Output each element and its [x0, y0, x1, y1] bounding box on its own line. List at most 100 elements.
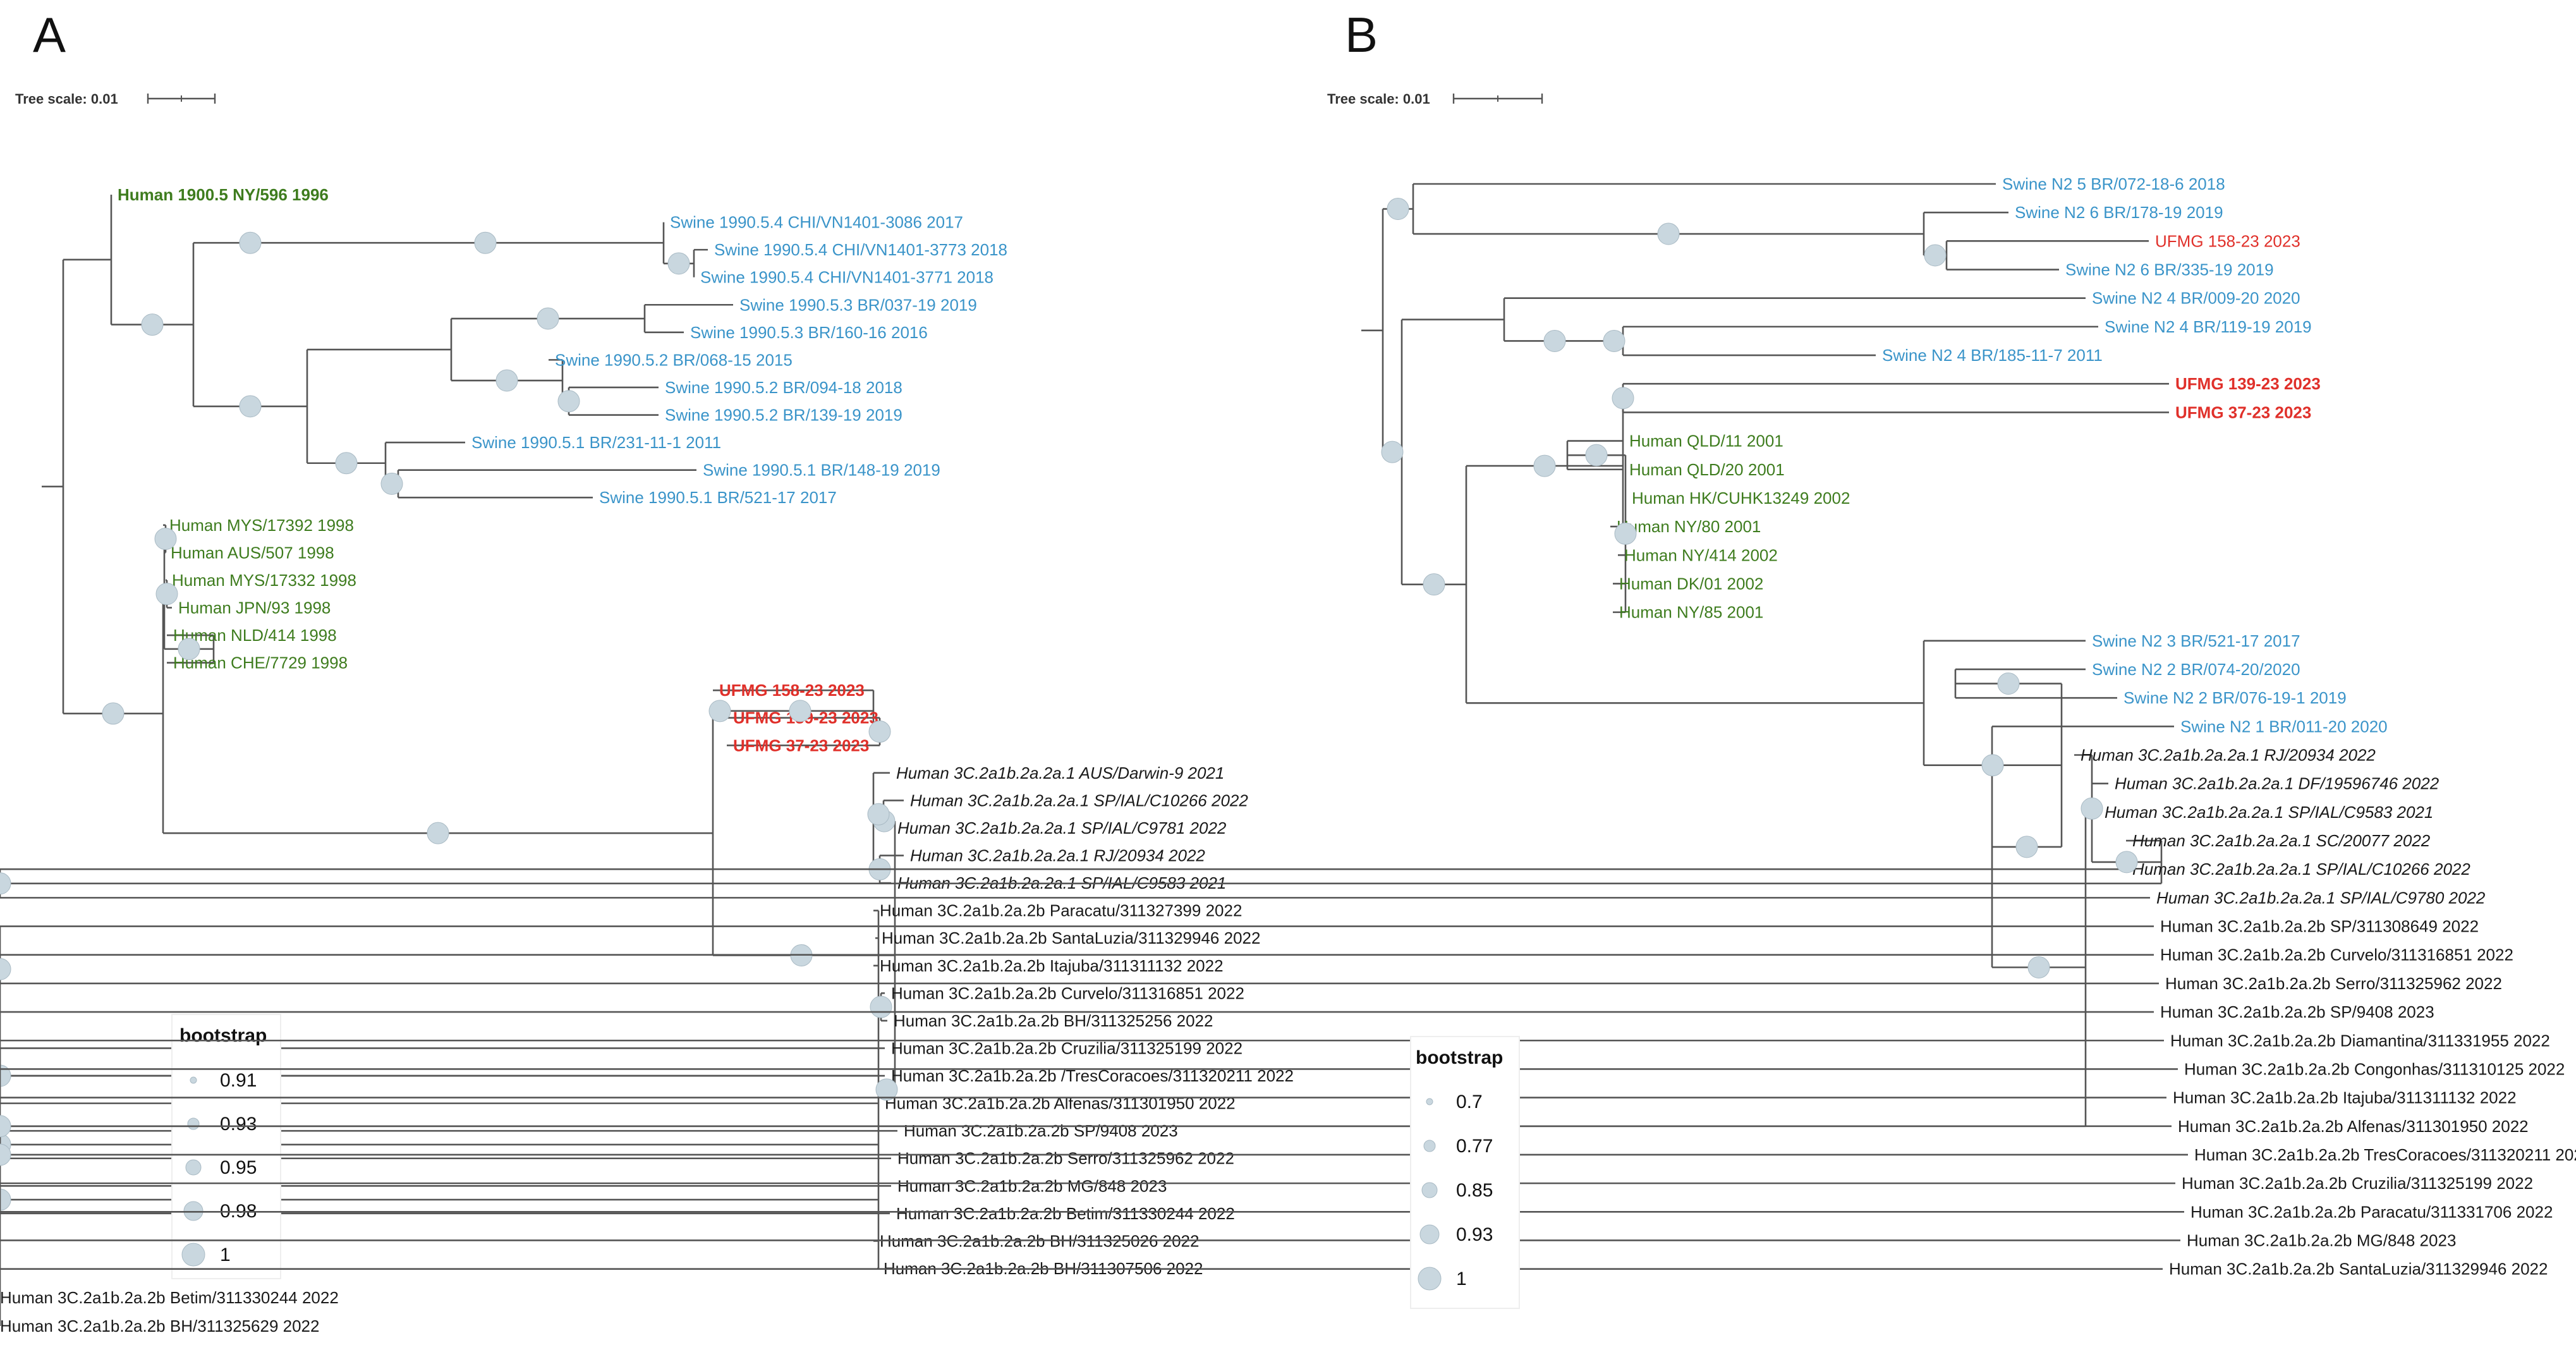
bootstrap-dot — [239, 395, 262, 418]
panel-a-legend-title: bootstrap — [179, 1025, 267, 1046]
bootstrap-dot — [0, 1064, 11, 1087]
panel-b-legend-value: 0.7 — [1456, 1092, 1483, 1112]
bootstrap-dot — [178, 638, 200, 660]
tip-label: Human 3C.2a1b.2a.2b Paracatu/311331706 2… — [2190, 1202, 2553, 1221]
tip-label: Human 3C.2a1b.2a.2b SP/311308649 2022 — [2160, 917, 2479, 936]
tip-label: Human DK/01 2002 — [1619, 574, 1763, 593]
bootstrap-dot — [1924, 244, 1947, 267]
tip-label: Human 3C.2a1b.2a.2b SP/9408 2023 — [2160, 1002, 2434, 1021]
tip-label: UFMG 37-23 2023 — [2175, 403, 2311, 422]
tip-label: Human 3C.2a1b.2a.2b BH/311325629 2022 — [0, 1317, 319, 1336]
tip-label: Swine N2 1 BR/011-20 2020 — [2180, 717, 2388, 736]
tip-label: Swine N2 4 BR/119-19 2019 — [2105, 317, 2312, 336]
panel-b-tree: Swine N2 5 BR/072-18-6 2018 Swine N2 6 BR… — [0, 174, 2576, 1336]
panel-b-legend-value: 0.77 — [1456, 1136, 1493, 1157]
panel-b-legend-value: 1 — [1456, 1269, 1467, 1289]
bootstrap-dot — [708, 700, 731, 722]
bootstrap-dot — [0, 872, 11, 895]
bootstrap-dot — [667, 252, 690, 275]
bootstrap-dot — [1585, 444, 1608, 466]
tip-label: Swine N2 4 BR/185-11-7 2011 — [1882, 346, 2103, 365]
panel-b-legend: bootstrap 0.7 0.77 0.85 0.93 1 — [1410, 1036, 1520, 1309]
bootstrap-dot — [335, 452, 358, 475]
tip-label: Human 3C.2a1b.2a.2a.1 DF/19596746 2022 — [2115, 774, 2439, 793]
panel-b-legend-value: 0.93 — [1456, 1224, 1493, 1245]
tip-label: Swine 1990.5.1 BR/231-11-1 2011 — [471, 433, 721, 452]
bootstrap-dot — [2015, 836, 2038, 858]
bootstrap-dot — [557, 390, 580, 413]
tip-label: Human 3C.2a1b.2a.2b Curvelo/311316851 20… — [2160, 946, 2513, 965]
panel-b-tree-scale: Tree scale: 0.01 — [1327, 91, 1430, 107]
bootstrap-dot — [1997, 672, 2020, 695]
panel-a-tree: Human 1900.5 NY/596 1996 Swine 1990.5.4 C… — [0, 185, 1294, 1278]
tip-label: Swine 1990.5.3 BR/160-16 2016 — [690, 323, 928, 342]
tip-label: Human 3C.2a1b.2a.2b Itajuba/311311132 20… — [880, 956, 1224, 975]
bootstrap-dot — [1387, 198, 1409, 221]
tip-label: Human QLD/20 2001 — [1629, 460, 1785, 479]
tip-label: Human JPN/93 1998 — [178, 598, 331, 617]
tip-label: Human 3C.2a1b.2a.2a.1 RJ/20934 2022 — [2081, 746, 2376, 765]
bootstrap-dot — [867, 803, 890, 825]
tip-label: Swine N2 4 BR/009-20 2020 — [2092, 289, 2300, 308]
tip-label: Human 3C.2a1b.2a.2a.1 SP/IAL/C9781 2022 — [897, 819, 1227, 837]
panel-a-scale-bar — [147, 94, 216, 104]
tip-label: Human 3C.2a1b.2a.2b Diamantina/311331955… — [2170, 1031, 2550, 1050]
bootstrap-dot — [868, 721, 891, 743]
bootstrap-dot — [2081, 797, 2103, 820]
tip-label: UFMG 158-23 2023 — [2155, 231, 2300, 250]
bootstrap-dot — [427, 822, 449, 844]
tip-label: Swine N2 2 BR/074-20/2020 — [2092, 660, 2300, 679]
bootstrap-dot — [1533, 454, 1556, 477]
panel-a-legend-value: 0.93 — [220, 1114, 257, 1135]
tip-label: Human 3C.2a1b.2a.2b Betim/311330244 2022 — [896, 1204, 1235, 1223]
tip-label: Swine 1990.5.1 BR/521-17 2017 — [599, 488, 837, 507]
panel-a-tree-scale: Tree scale: 0.01 — [15, 91, 118, 107]
bootstrap-dot — [474, 231, 497, 254]
bootstrap-dot — [155, 583, 178, 606]
bootstrap-dot — [154, 528, 177, 551]
bootstrap-dot — [102, 702, 125, 725]
tip-label: Human 3C.2a1b.2a.2b SantaLuzia/311329946… — [882, 928, 1260, 947]
tip-label: Human 3C.2a1b.2a.2a.1 RJ/20934 2022 — [910, 846, 1205, 865]
tip-label: UFMG 139-23 2023 — [2175, 374, 2321, 393]
tip-label: Human MYS/17392 1998 — [169, 516, 354, 535]
tip-label: Swine N2 6 BR/335-19 2019 — [2065, 260, 2274, 279]
tip-label: Swine 1990.5.4 CHI/VN1401-3771 2018 — [700, 268, 993, 287]
tip-label: Human 3C.2a1b.2a.2b Itajuba/311311132 20… — [2173, 1088, 2517, 1107]
tip-label: Swine 1990.5.2 BR/139-19 2019 — [665, 406, 902, 425]
tip-label: Human 3C.2a1b.2a.2b Alfenas/311301950 20… — [885, 1094, 1236, 1113]
bootstrap-dot — [1381, 441, 1404, 463]
panel-a-legend-value: 0.95 — [220, 1157, 257, 1178]
bootstrap-dot — [1657, 222, 1680, 245]
tip-label: Human NY/80 2001 — [1617, 517, 1761, 536]
bootstrap-dot — [870, 995, 892, 1018]
tip-label: Human HK/CUHK13249 2002 — [1632, 489, 1850, 508]
tip-label: Human 3C.2a1b.2a.2b Cruzilia/311325199 2… — [891, 1038, 1242, 1057]
tip-label: Human 3C.2a1b.2a.2b Serro/311325962 2022 — [2165, 974, 2502, 993]
panel-a-legend: bootstrap 0.91 0.93 0.95 0.98 1 — [171, 1014, 281, 1279]
tip-label: Swine 1990.5.2 BR/068-15 2015 — [555, 350, 793, 369]
bootstrap-dot — [1981, 754, 2004, 777]
bootstrap-dot — [2115, 851, 2138, 873]
bootstrap-dot — [1603, 329, 1625, 352]
bootstrap-dot — [2027, 956, 2050, 978]
tip-label: UFMG 158-23 2023 — [719, 681, 865, 700]
tip-label: Human MYS/17332 1998 — [172, 571, 356, 590]
bootstrap-dot — [0, 1188, 11, 1211]
tip-label: UFMG 37-23 2023 — [733, 736, 869, 755]
tip-label: Human 3C.2a1b.2a.2b SantaLuzia/311329946… — [2169, 1260, 2548, 1279]
panel-a: A Tree scale: 0.01 Human 1900.5 NY/596 1… — [0, 7, 1294, 1279]
bootstrap-dot — [875, 1078, 898, 1101]
tip-label: Swine N2 2 BR/076-19-1 2019 — [2123, 688, 2347, 707]
tip-label: Human 3C.2a1b.2a.2a.1 SP/IAL/C10266 2022 — [910, 791, 1248, 810]
tip-label: Human 3C.2a1b.2a.2b Paracatu/311327399 2… — [880, 901, 1242, 920]
tip-label: Human 3C.2a1b.2a.2b Cruzilia/311325199 2… — [2182, 1174, 2533, 1193]
tip-label: Human AUS/507 1998 — [171, 543, 334, 562]
bootstrap-dot — [0, 1115, 11, 1138]
tip-label: Human 3C.2a1b.2a.2b Curvelo/311316851 20… — [891, 983, 1244, 1002]
tip-label: Human 3C.2a1b.2a.2b TresCoracoes/3113202… — [2194, 1145, 2576, 1164]
tip-label: Human 3C.2a1b.2a.2b Congonhas/311310125 … — [2184, 1059, 2565, 1078]
tip-label: Swine N2 5 BR/072-18-6 2018 — [2002, 174, 2225, 193]
tip-label: Swine N2 6 BR/178-19 2019 — [2015, 203, 2223, 222]
